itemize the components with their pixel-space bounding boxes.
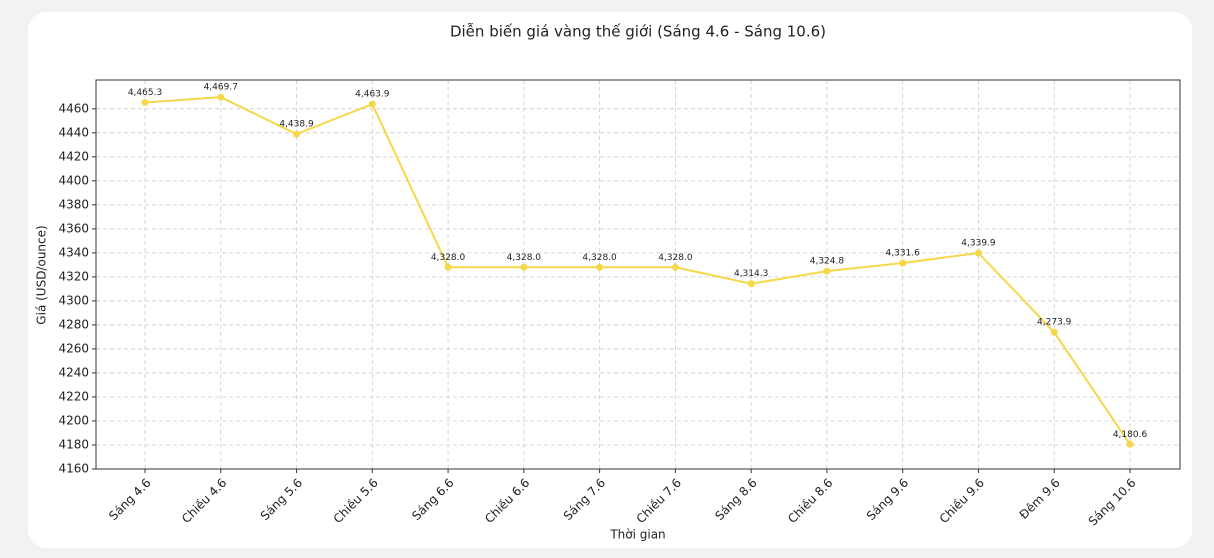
value-label: 4,273.9 [1037, 318, 1072, 328]
point [1126, 440, 1134, 448]
value-label: 4,331.6 [886, 248, 921, 258]
x-tick-label: Sáng 8.6 [712, 476, 759, 523]
x-tick-label: Chiều 9.6 [937, 476, 987, 526]
point [747, 280, 755, 288]
chart-title: Diễn biến giá vàng thế giới (Sáng 4.6 - … [450, 23, 826, 41]
y-tick-label: 4460 [58, 101, 89, 115]
x-tick-label: Sáng 5.6 [258, 476, 305, 523]
value-label: 4,314.3 [734, 269, 768, 279]
point [671, 263, 679, 271]
y-axis-label: Giá (USD/ounce) [35, 225, 49, 324]
x-axis-label: Thời gian [609, 528, 665, 542]
point [974, 249, 982, 257]
value-label: 4,469.7 [204, 83, 238, 93]
y-tick-label: 4320 [58, 269, 89, 283]
y-tick-label: 4300 [58, 293, 89, 307]
point [823, 267, 831, 275]
x-tick-label: Đêm 9.6 [1017, 476, 1063, 522]
value-label: 4,328.0 [658, 253, 693, 263]
x-tick-label: Sáng 6.6 [409, 476, 456, 523]
x-tick-label: Sáng 4.6 [106, 476, 153, 523]
y-tick-label: 4180 [58, 437, 89, 451]
y-tick-label: 4220 [58, 389, 89, 403]
point [444, 263, 452, 271]
y-tick-label: 4400 [58, 173, 89, 187]
point [217, 93, 225, 101]
value-label: 4,339.9 [961, 239, 996, 249]
point [1050, 328, 1058, 336]
y-tick-label: 4240 [58, 365, 89, 379]
x-tick-label: Chiều 4.6 [179, 476, 229, 526]
card [28, 12, 1192, 548]
point [368, 100, 376, 108]
x-tick-label: Sáng 9.6 [864, 476, 911, 523]
x-tick-label: Chiều 7.6 [634, 476, 684, 526]
value-label: 4,463.9 [355, 90, 390, 100]
value-label: 4,324.8 [810, 257, 845, 267]
point [520, 263, 528, 271]
point [596, 263, 604, 271]
value-label: 4,438.9 [279, 120, 314, 130]
value-label: 4,328.0 [582, 253, 617, 263]
y-tick-label: 4440 [58, 125, 89, 139]
value-label: 4,465.3 [128, 88, 162, 98]
point [141, 98, 149, 106]
plot-frame [95, 79, 1181, 470]
value-label: 4,328.0 [507, 253, 542, 263]
point [899, 259, 907, 267]
y-tick-label: 4200 [58, 413, 89, 427]
y-tick-label: 4360 [58, 221, 89, 235]
y-tick-label: 4280 [58, 317, 89, 331]
x-tick-label: Chiều 6.6 [482, 476, 532, 526]
line [144, 96, 1131, 445]
y-tick-label: 4420 [58, 149, 89, 163]
y-tick-label: 4160 [58, 462, 89, 476]
x-tick-label: Sáng 10.6 [1086, 476, 1139, 529]
x-tick-label: Chiều 5.6 [331, 476, 381, 526]
y-tick-label: 4260 [58, 341, 89, 355]
y-tick-label: 4340 [58, 245, 89, 259]
x-tick-label: Sáng 7.6 [561, 476, 608, 523]
y-tick-label: 4380 [58, 197, 89, 211]
value-label: 4,328.0 [431, 253, 466, 263]
value-label: 4,180.6 [1113, 430, 1148, 440]
x-tick-label: Chiều 8.6 [785, 476, 835, 526]
point [293, 130, 301, 138]
